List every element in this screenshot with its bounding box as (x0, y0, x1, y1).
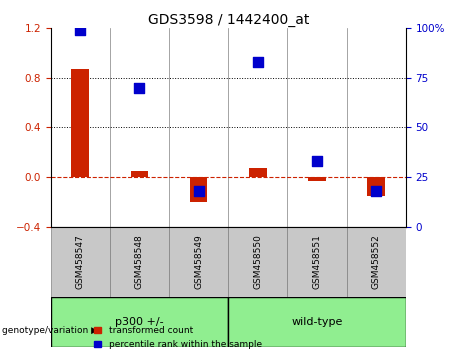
Bar (51, 227, 110, 297)
Text: GSM458549: GSM458549 (194, 235, 203, 289)
Text: GSM458548: GSM458548 (135, 235, 144, 289)
Bar (347, 227, 406, 297)
Bar (71, 69, 89, 177)
Bar (228, 227, 287, 297)
Bar (249, 168, 266, 177)
Bar (190, 177, 207, 202)
Bar (169, 227, 228, 297)
Point (195, 188, 202, 194)
Point (136, 85, 143, 91)
Text: GSM458547: GSM458547 (76, 235, 85, 289)
Bar (110, 227, 169, 297)
Text: GSM458550: GSM458550 (253, 234, 262, 290)
Title: GDS3598 / 1442400_at: GDS3598 / 1442400_at (148, 13, 309, 27)
Bar (367, 177, 385, 195)
Point (77, 28, 84, 33)
Text: GSM458551: GSM458551 (313, 234, 321, 290)
Point (313, 158, 320, 164)
Bar (308, 177, 326, 181)
Text: p300 +/-: p300 +/- (115, 317, 164, 327)
Point (372, 188, 380, 194)
Text: genotype/variation ▶: genotype/variation ▶ (2, 326, 98, 336)
Point (254, 59, 261, 65)
Legend: transformed count, percentile rank within the sample: transformed count, percentile rank withi… (94, 326, 262, 349)
Text: GSM458552: GSM458552 (372, 235, 381, 289)
Text: wild-type: wild-type (291, 317, 343, 327)
Bar (130, 171, 148, 177)
Bar (51, 297, 228, 347)
Bar (228, 297, 406, 347)
Bar (287, 227, 347, 297)
